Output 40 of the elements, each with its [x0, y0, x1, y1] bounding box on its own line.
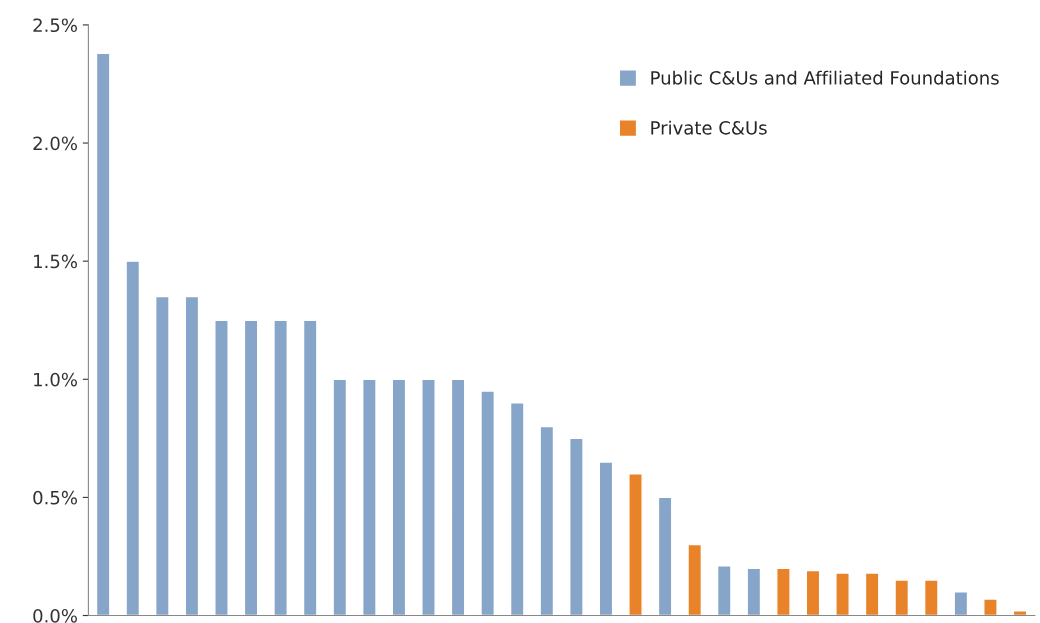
y-tick-label: 2.5% — [33, 18, 77, 33]
y-tick-label: 0.5% — [33, 490, 77, 505]
y-tick-label: 0.0% — [33, 608, 77, 623]
y-tick-label: 1.5% — [34, 254, 77, 269]
bar — [421, 378, 436, 616]
bar — [362, 378, 377, 616]
bar — [864, 572, 880, 616]
bar — [835, 572, 850, 616]
bar — [628, 473, 643, 616]
legend-label: Private C&Us — [651, 120, 767, 135]
bar — [332, 378, 348, 616]
y-tick-label: 2.0% — [33, 136, 77, 151]
bar — [776, 567, 791, 616]
bar — [154, 295, 170, 616]
bar — [273, 319, 288, 616]
bar — [805, 569, 821, 616]
bar — [243, 319, 259, 616]
bar — [1012, 610, 1028, 616]
bar — [687, 543, 703, 616]
bar — [598, 461, 614, 616]
bar — [302, 319, 318, 616]
bar — [953, 591, 969, 616]
bar — [539, 425, 555, 616]
bar — [983, 598, 998, 616]
bar — [569, 437, 584, 616]
bar — [125, 260, 141, 616]
bar — [480, 390, 496, 616]
bar — [391, 378, 407, 616]
y-tick-label: 1.0% — [34, 372, 77, 387]
bar — [746, 567, 762, 616]
bar — [95, 52, 111, 616]
legend-label: Public C&Us and Affiliated Foundations — [651, 70, 999, 85]
bar — [894, 579, 910, 616]
bar — [184, 295, 200, 616]
bar — [450, 378, 466, 616]
bar — [214, 319, 229, 616]
bar — [509, 402, 525, 616]
bar — [657, 496, 673, 616]
bar — [923, 579, 939, 616]
bar — [716, 565, 732, 616]
